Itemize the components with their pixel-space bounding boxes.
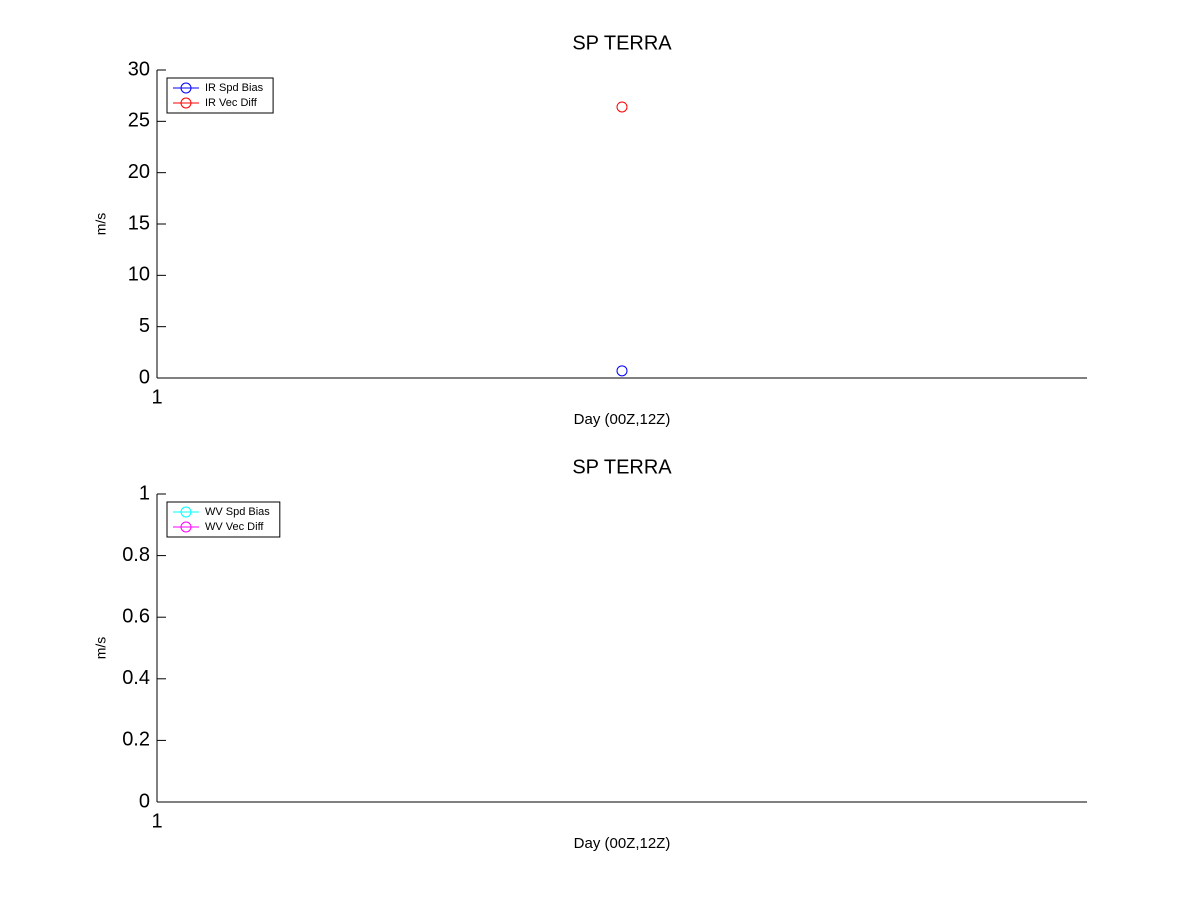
y-tick-label: 0.2 bbox=[122, 729, 150, 751]
x-axis-label: Day (00Z,12Z) bbox=[574, 411, 671, 428]
legend-box bbox=[166, 501, 281, 538]
y-tick-label: 10 bbox=[128, 264, 150, 286]
y-axis-label: m/s bbox=[93, 213, 109, 236]
y-tick-label: 25 bbox=[128, 110, 150, 132]
legend-marker bbox=[180, 82, 192, 94]
chart-title: SP TERRA bbox=[572, 32, 672, 54]
legend-label: IR Vec Diff bbox=[205, 97, 258, 109]
legend: IR Spd Bias IR Vec Diff bbox=[166, 77, 274, 114]
legend-marker bbox=[180, 521, 192, 533]
x-axis-label: Day (00Z,12Z) bbox=[574, 835, 671, 852]
y-tick-label: 0 bbox=[139, 366, 150, 388]
chart-title: SP TERRA bbox=[572, 456, 672, 478]
y-tick-label: 0 bbox=[139, 790, 150, 812]
legend-box bbox=[166, 77, 274, 114]
y-tick-label: 0.8 bbox=[122, 544, 150, 566]
y-axis-label: m/s bbox=[93, 637, 109, 660]
x-tick-label: 1 bbox=[151, 810, 162, 832]
legend-label: WV Vec Diff bbox=[205, 521, 264, 533]
legend-label: WV Spd Bias bbox=[205, 506, 270, 518]
y-tick-label: 30 bbox=[128, 58, 150, 80]
legend-label: IR Spd Bias bbox=[205, 82, 264, 94]
y-tick-label: 0.4 bbox=[122, 667, 150, 689]
legend: WV Spd Bias WV Vec Diff bbox=[166, 501, 281, 538]
data-point bbox=[616, 101, 628, 113]
subplot: SP TERRA Day (00Z,12Z) m/s 0 5 10 15 20 25 30 1 IR … bbox=[93, 32, 1087, 428]
y-tick-label: 20 bbox=[128, 161, 150, 183]
x-tick-label: 1 bbox=[151, 386, 162, 408]
y-tick-label: 15 bbox=[128, 212, 150, 234]
y-tick-label: 5 bbox=[139, 315, 150, 337]
data-point bbox=[616, 365, 628, 377]
y-tick-label: 1 bbox=[139, 482, 150, 504]
legend-marker bbox=[180, 506, 192, 518]
y-tick-label: 0.6 bbox=[122, 605, 150, 627]
legend-marker bbox=[180, 97, 192, 109]
